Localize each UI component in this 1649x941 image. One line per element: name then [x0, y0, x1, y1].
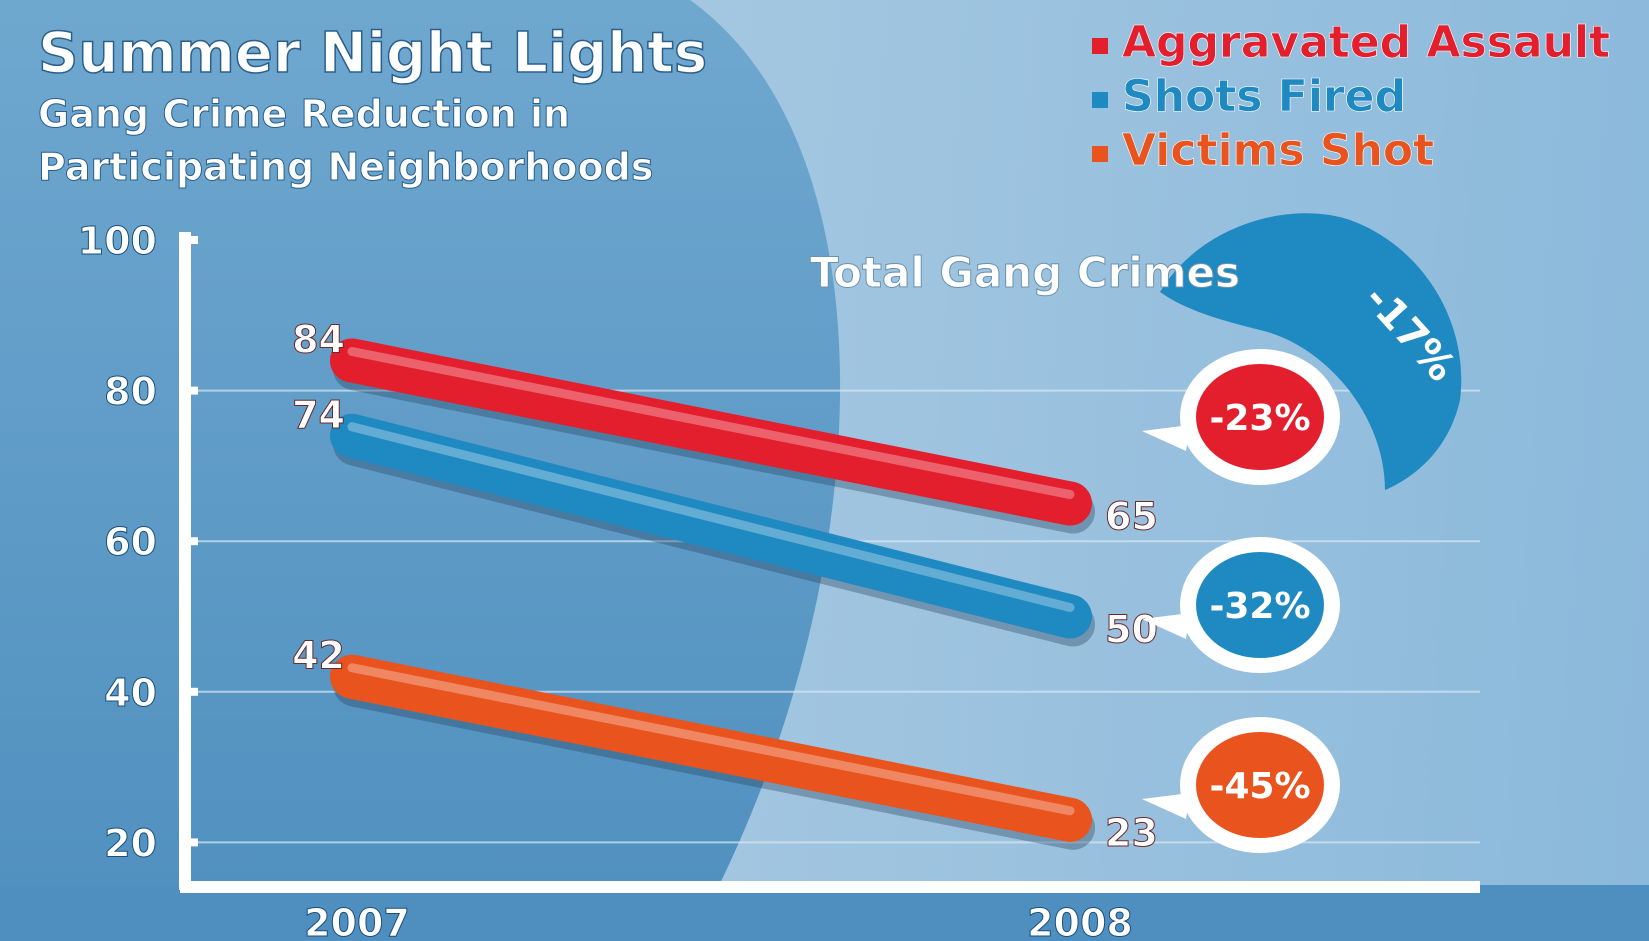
legend-item-victims-shot: Victims Shot — [1092, 125, 1435, 176]
data-label-2007: 42 — [292, 634, 345, 678]
legend-swatch — [1092, 92, 1108, 108]
y-tick-label: 60 — [104, 520, 157, 564]
bottom-strip — [0, 885, 1649, 941]
series-victims-shot — [330, 654, 1095, 850]
legend-item-shots-fired: Shots Fired — [1092, 71, 1406, 122]
bubble-pointer — [1142, 425, 1190, 451]
change-bubble-shots-fired: -32% — [1142, 537, 1340, 673]
chart-subtitle-line-1: Gang Crime Reduction in — [38, 92, 570, 136]
background-light-panel — [690, 0, 1649, 941]
change-bubble-aggravated-assault: -23% — [1142, 349, 1340, 485]
series-lines — [330, 338, 1095, 850]
bubble-fill — [1196, 364, 1324, 470]
y-tick-label: 40 — [104, 671, 157, 715]
legend-swatch — [1092, 146, 1108, 162]
x-tick-label-2007: 2007 — [304, 901, 410, 941]
data-label-2008: 50 — [1105, 608, 1158, 652]
series-line — [330, 338, 1092, 526]
chart-title: Summer Night Lights — [38, 21, 707, 86]
series-shots-fired — [330, 413, 1095, 647]
change-bubble-victims-shot: -45% — [1142, 717, 1340, 853]
bubble-pointer — [1142, 793, 1190, 819]
y-tick-label: 80 — [104, 370, 157, 414]
legend-label: Aggravated Assault — [1122, 17, 1610, 68]
series-aggravated-assault — [330, 338, 1095, 534]
legend-label: Victims Shot — [1122, 125, 1434, 176]
chart-subtitle-line-2: Participating Neighborhoods — [38, 145, 653, 189]
change-label: -45% — [1209, 766, 1310, 807]
y-tick-label: 100 — [78, 219, 157, 263]
bubble-fill — [1196, 732, 1324, 838]
series-line — [330, 413, 1092, 639]
legend-swatch — [1092, 38, 1108, 54]
data-label-2007: 84 — [292, 317, 345, 361]
bubble-pointer — [1142, 613, 1190, 639]
legend-label: Shots Fired — [1122, 71, 1406, 122]
change-label: -23% — [1209, 398, 1310, 439]
data-label-2007: 74 — [292, 393, 345, 437]
y-tick-marks — [185, 236, 198, 847]
change-label: -32% — [1209, 586, 1310, 627]
legend-item-aggravated-assault: Aggravated Assault — [1092, 17, 1610, 68]
total-gang-crimes-label: Total Gang Crimes — [810, 248, 1240, 297]
series-line — [330, 654, 1092, 842]
series-highlight — [347, 346, 1075, 500]
series-highlight — [347, 422, 1075, 612]
series-highlight — [347, 663, 1075, 816]
data-labels: 84 65 74 50 42 23 — [292, 317, 1159, 855]
data-label-2008: 23 — [1105, 811, 1158, 855]
total-change-badge — [1160, 213, 1462, 490]
y-tick-label: 20 — [104, 821, 157, 865]
bubble-fill — [1196, 552, 1324, 658]
x-tick-label-2008: 2008 — [1027, 901, 1133, 941]
data-label-2008: 65 — [1105, 495, 1158, 539]
y-tick-labels: 100 80 60 40 20 — [77, 219, 157, 866]
change-bubbles: -23% -32% -45% — [1142, 349, 1340, 853]
